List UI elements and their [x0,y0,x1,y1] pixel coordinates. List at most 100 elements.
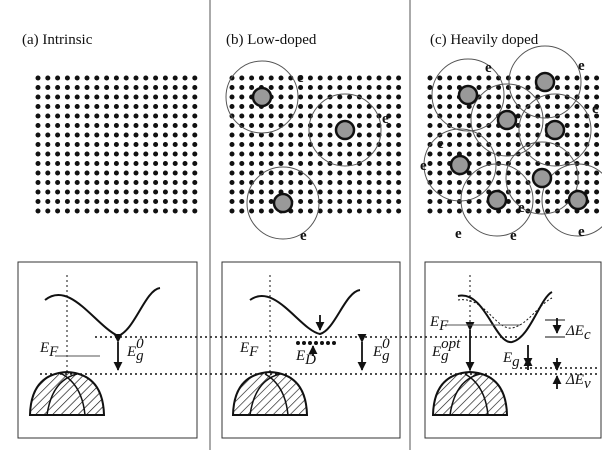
electron-label: e [382,111,389,127]
lattice-atom [288,142,293,147]
lattice-atom [45,114,50,119]
lattice-atom [386,104,391,109]
conduction-band [250,290,360,334]
lattice-atom [477,152,482,157]
lattice-atom [259,199,264,204]
lattice-atom [565,190,570,195]
lattice-atom [298,180,303,185]
lattice-atom [163,180,168,185]
band-label: E [429,314,439,330]
lattice-atom [163,190,168,195]
lattice-atom [192,199,197,204]
lattice-atom [377,199,382,204]
lattice-atom [230,171,235,176]
lattice-atom [94,190,99,195]
lattice-atom [328,76,333,81]
lattice-atom [545,190,550,195]
lattice-atom [85,104,90,109]
lattice-atom [239,114,244,119]
lattice-atom [437,104,442,109]
lattice-atom [318,133,323,138]
lattice-atom [85,152,90,157]
lattice-atom [447,209,452,214]
lattice-atom [555,76,560,81]
lattice-atom [183,161,188,166]
lattice-atom [565,180,570,185]
lattice-atom [279,180,284,185]
lattice-atom [437,76,442,81]
donor [459,86,477,104]
lattice-atom [506,142,511,147]
lattice-atom [594,142,599,147]
lattice-atom [36,180,41,185]
lattice-atom [428,76,433,81]
lattice-atom [467,152,472,157]
lattice-atom [163,123,168,128]
lattice-atom [555,104,560,109]
lattice-atom [153,180,158,185]
lattice-atom [75,114,80,119]
lattice-atom [357,142,362,147]
lattice-atom [357,180,362,185]
lattice-atom [45,142,50,147]
lattice-atom [386,152,391,157]
lattice-atom [377,95,382,100]
lattice-atom [45,209,50,214]
lattice-atom [447,95,452,100]
lattice-atom [457,114,462,119]
lattice-atom [496,95,501,100]
lattice-atom [516,76,521,81]
lattice-atom [259,142,264,147]
lattice-atom [308,76,313,81]
lattice-atom [124,142,129,147]
lattice-atom [114,152,119,157]
band-label: E [126,344,136,360]
lattice-atom [259,76,264,81]
lattice-atom [75,133,80,138]
lattice-atom [183,142,188,147]
lattice-atom [318,190,323,195]
lattice-atom [486,114,491,119]
band-label: E [39,340,49,356]
lattice-atom [506,209,511,214]
lattice-atom [457,104,462,109]
lattice-atom [437,171,442,176]
lattice-atom [36,161,41,166]
lattice-atom [143,209,148,214]
lattice-atom [467,180,472,185]
lattice-atom [367,95,372,100]
lattice-atom [347,199,352,204]
lattice-atom [318,142,323,147]
lattice-atom [239,95,244,100]
lattice-atom [367,190,372,195]
lattice-atom [584,209,589,214]
lattice-atom [65,104,70,109]
lattice-atom [565,142,570,147]
lattice-atom [153,209,158,214]
lattice-atom [396,76,401,81]
lattice-atom [153,95,158,100]
lattice-atom [192,114,197,119]
lattice-atom [584,85,589,90]
electron-label: e [455,226,462,242]
lattice-atom [428,161,433,166]
lattice-atom [298,133,303,138]
conduction-band [458,292,552,342]
lattice-atom [545,152,550,157]
lattice-atom [55,133,60,138]
lattice-atom [239,76,244,81]
lattice-atom [173,190,178,195]
lattice-atom [124,152,129,157]
lattice-atom [367,142,372,147]
lattice-atom [173,161,178,166]
lattice-atom [377,190,382,195]
lattice-atom [192,85,197,90]
lattice-atom [377,104,382,109]
lattice-atom [447,85,452,90]
lattice-atom [337,199,342,204]
lattice-atom [249,209,254,214]
lattice-atom [124,95,129,100]
lattice-atom [486,209,491,214]
lattice-atom [55,76,60,81]
lattice-atom [104,152,109,157]
